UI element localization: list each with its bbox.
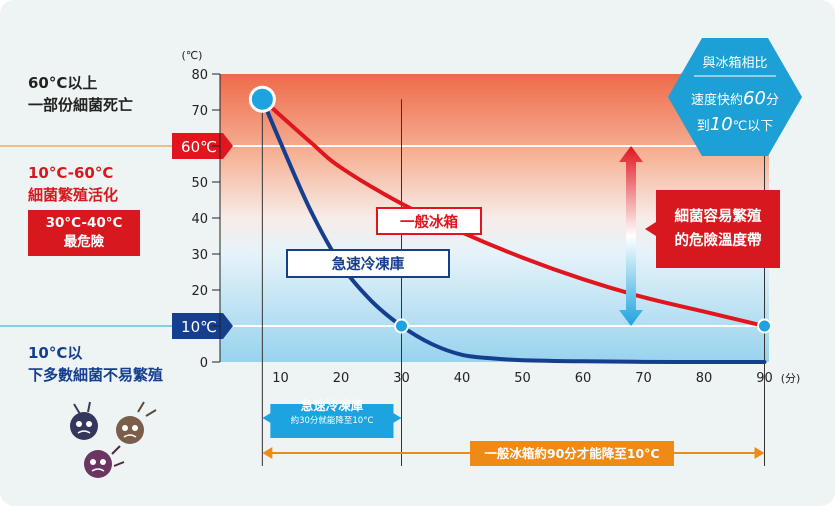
y-tick-label-80: 80 <box>191 68 208 83</box>
comparison-value-60: 60 <box>743 88 766 109</box>
x-tick-label-20: 20 <box>333 371 350 386</box>
zone-middle-line1: 10°C-60°C <box>28 164 114 182</box>
fast-timeline-arrow-left <box>262 412 273 424</box>
zone-middle-line2: 細菌繁殖活化 <box>28 186 119 204</box>
zone-top-line2: 一部份細菌死亡 <box>28 96 134 114</box>
y-tick-label-0: 0 <box>200 356 208 371</box>
fast-timeline-bar <box>270 404 394 438</box>
zone-bottom-label: 10°C以 下多數細菌不易繁殖 <box>28 342 163 386</box>
germ-icon-purple <box>84 445 125 478</box>
fast-timeline-arrow-right <box>391 412 402 424</box>
danger-band-line1: 細菌容易繁殖 <box>674 209 762 225</box>
y-tick-label-50: 50 <box>191 176 208 191</box>
zone-bottom-line1: 10°C以 <box>28 344 83 362</box>
x-tick-label-40: 40 <box>454 371 471 386</box>
y-tick-label-30: 30 <box>191 248 208 263</box>
x-unit-label: (分) <box>781 372 801 385</box>
germ-icon-navy <box>70 401 98 440</box>
x-tick-label-50: 50 <box>514 371 531 386</box>
x-tick-label-60: 60 <box>575 371 592 386</box>
end-point-marker-90 <box>757 318 772 334</box>
reference-tag-60 <box>172 133 233 159</box>
zone-bottom-line2: 下多數細菌不易繁殖 <box>28 366 164 384</box>
normal-fridge-series-label: 一般冰箱 <box>376 207 482 235</box>
comparison-to-text: 到 <box>696 119 710 134</box>
comparison-unit-min: 分 <box>765 93 779 108</box>
danger-label: 最危險 <box>63 234 105 250</box>
most-dangerous-box: 30°C-40°C 最危險 <box>28 210 140 256</box>
normal-timeline-arrow-right <box>754 447 765 459</box>
x-tick-label-70: 70 <box>635 371 652 386</box>
comparison-line3: 到10℃以下 <box>668 114 802 135</box>
fast-timeline-label: 急速冷凍庫 約30分就能降至10°C <box>282 398 382 428</box>
x-tick-label-10: 10 <box>272 371 289 386</box>
danger-band-label: 細菌容易繁殖 的危險溫度帶 <box>656 190 780 268</box>
reference-tag-10 <box>172 313 233 339</box>
germ-icon-brown <box>116 401 157 444</box>
comparison-heading: 與冰箱相比 <box>702 56 768 71</box>
normal-timeline-arrow-left <box>262 447 273 459</box>
comparison-unit-degree: ℃以下 <box>732 119 774 134</box>
series-line-1 <box>260 97 767 328</box>
x-tick-label-80: 80 <box>696 371 713 386</box>
comparison-speed-text: 速度快約 <box>691 93 744 108</box>
comparison-hexagon: 與冰箱相比 速度快約60分 到10℃以下 <box>668 38 802 156</box>
y-unit-label: (℃) <box>182 49 203 62</box>
danger-band-arrow <box>619 146 643 326</box>
normal-timeline-label: 一般冰箱約90分才能降至10°C <box>470 441 674 466</box>
zone-top-line1: 60°C以上 <box>28 74 98 92</box>
series-line-0 <box>260 97 767 365</box>
fast-timeline-subtitle: 約30分就能降至10°C <box>290 416 374 426</box>
reference-label-10: 10℃ <box>181 318 217 336</box>
end-point-marker-30 <box>394 318 409 334</box>
danger-band-line2: 的危險溫度帶 <box>674 233 762 249</box>
germs-illustration <box>70 401 157 478</box>
danger-band-pointer <box>645 222 656 236</box>
y-tick-label-70: 70 <box>191 104 208 119</box>
blast-freezer-series-label: 急速冷凍庫 <box>286 249 450 278</box>
comparison-value-10: 10 <box>709 114 733 135</box>
fast-timeline-title: 急速冷凍庫 <box>300 398 364 413</box>
y-tick-label-40: 40 <box>191 212 208 227</box>
reference-label-60: 60℃ <box>181 138 217 156</box>
danger-range: 30°C-40°C <box>45 215 123 231</box>
zone-middle-label: 10°C-60°C 細菌繁殖活化 <box>28 162 118 206</box>
start-point-marker <box>248 85 276 113</box>
y-tick-label-20: 20 <box>191 284 208 299</box>
zone-top-label: 60°C以上 一部份細菌死亡 <box>28 72 133 116</box>
comparison-line2: 速度快約60分 <box>668 88 802 109</box>
